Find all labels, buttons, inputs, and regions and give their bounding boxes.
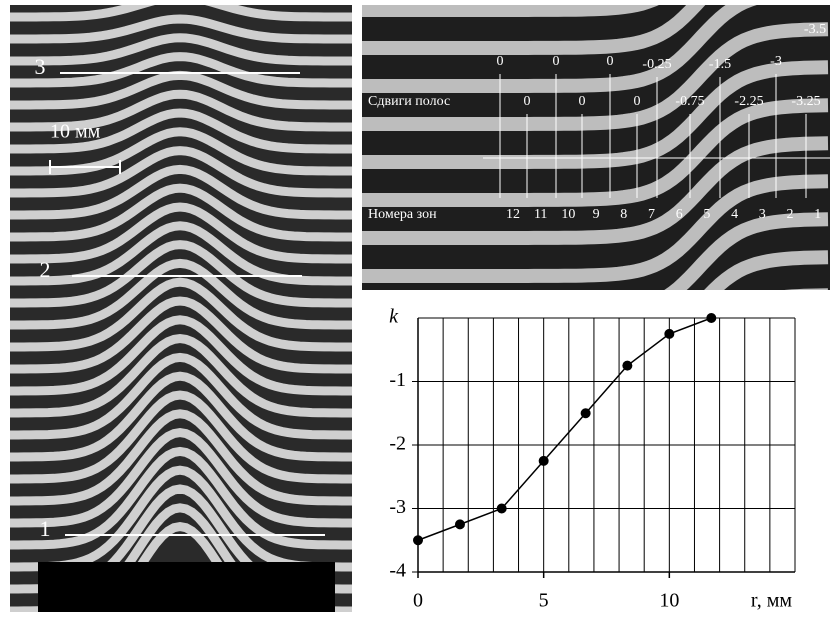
stripe [10,52,352,88]
shift-label: 0 [497,54,504,69]
zone-number: 8 [620,207,627,222]
shift-label: 0 [579,94,586,109]
data-point [413,535,423,546]
x-tick-label: 5 [539,590,549,612]
stripe [10,277,352,352]
stripe [10,5,352,22]
zone-number: 10 [561,207,575,222]
zone-stripes [362,5,829,290]
stripe [10,371,352,462]
data-point [622,360,633,371]
stripe [10,33,352,66]
shift-label: 0 [553,54,560,69]
stripe [10,164,352,220]
zone-number: 1 [814,207,821,222]
shift-label: -3.5 [804,22,826,37]
y-tick-label: -1 [389,369,406,391]
zone-number: 5 [703,207,710,222]
shift-label: -0.75 [675,94,704,109]
stripe [664,212,829,290]
y-axis-label: k [389,306,399,328]
shifts-label: Сдвиги полос [368,94,450,109]
x-tick-label: 10 [659,590,679,612]
data-point [580,408,591,419]
zone-number: 12 [506,207,520,222]
stripe [99,522,261,612]
shift-label: 0 [634,94,641,109]
stripe [10,202,352,264]
stripe [362,5,757,93]
zone-number: 4 [731,207,738,222]
section-label: 3 [35,54,46,79]
zones-label: Номера зон [368,207,437,222]
data-point [454,519,465,530]
stripe [362,5,659,17]
stripe [10,352,352,440]
zone-number: 11 [534,207,547,222]
stripe [10,89,352,132]
y-tick-label: -2 [389,433,406,455]
shift-label: 0 [524,94,531,109]
shift-label: 0 [607,54,614,69]
stripe [10,334,352,418]
data-point [496,503,507,514]
stripe [10,409,352,506]
stripe [362,136,829,245]
stripe [10,14,352,44]
shift-label: -3.25 [791,94,820,109]
shift-label: -3 [770,54,782,69]
zone-number: 6 [676,207,683,222]
stripe [10,390,352,484]
shift-label: -0.25 [642,57,671,72]
data-point [538,455,549,466]
stripe [10,127,352,176]
stripe [10,183,352,242]
black-block [38,562,335,612]
stripe [10,315,352,396]
y-tick-label: -3 [389,496,406,518]
zone-number: 2 [787,207,794,222]
stripe [10,146,352,198]
shift-label: -2.25 [734,94,763,109]
stripe [10,428,352,528]
x-tick-label: 0 [413,590,423,612]
scale-label: 10 мм [50,121,101,143]
stripe [10,221,352,286]
data-point [664,328,675,339]
stripe [704,250,829,290]
stripe [362,5,706,55]
stripe [362,98,829,207]
section-label: 2 [40,257,51,282]
zone-number: 9 [593,207,600,222]
stripe [10,108,352,154]
data-line [417,317,712,541]
zone-number: 7 [648,207,655,222]
x-axis-label: r, мм [751,590,793,612]
shift-label: -1.5 [709,57,731,72]
stripe [10,296,352,374]
zone-number: 3 [759,207,766,222]
section-label: 1 [40,516,51,541]
overlay: 3 2 1 10 мм 0 0 0 -0.25 -1.5 -3 -3.5 0 0 0 -0.75 -2.25 -… [35,22,830,541]
stripe [10,240,352,308]
stripe [362,174,829,283]
data-point [706,313,717,323]
stripe [362,22,829,131]
stripe [10,446,352,550]
stripe [10,70,352,110]
y-tick-label: -4 [389,560,406,582]
stripe [362,60,829,169]
stripe [10,258,352,330]
